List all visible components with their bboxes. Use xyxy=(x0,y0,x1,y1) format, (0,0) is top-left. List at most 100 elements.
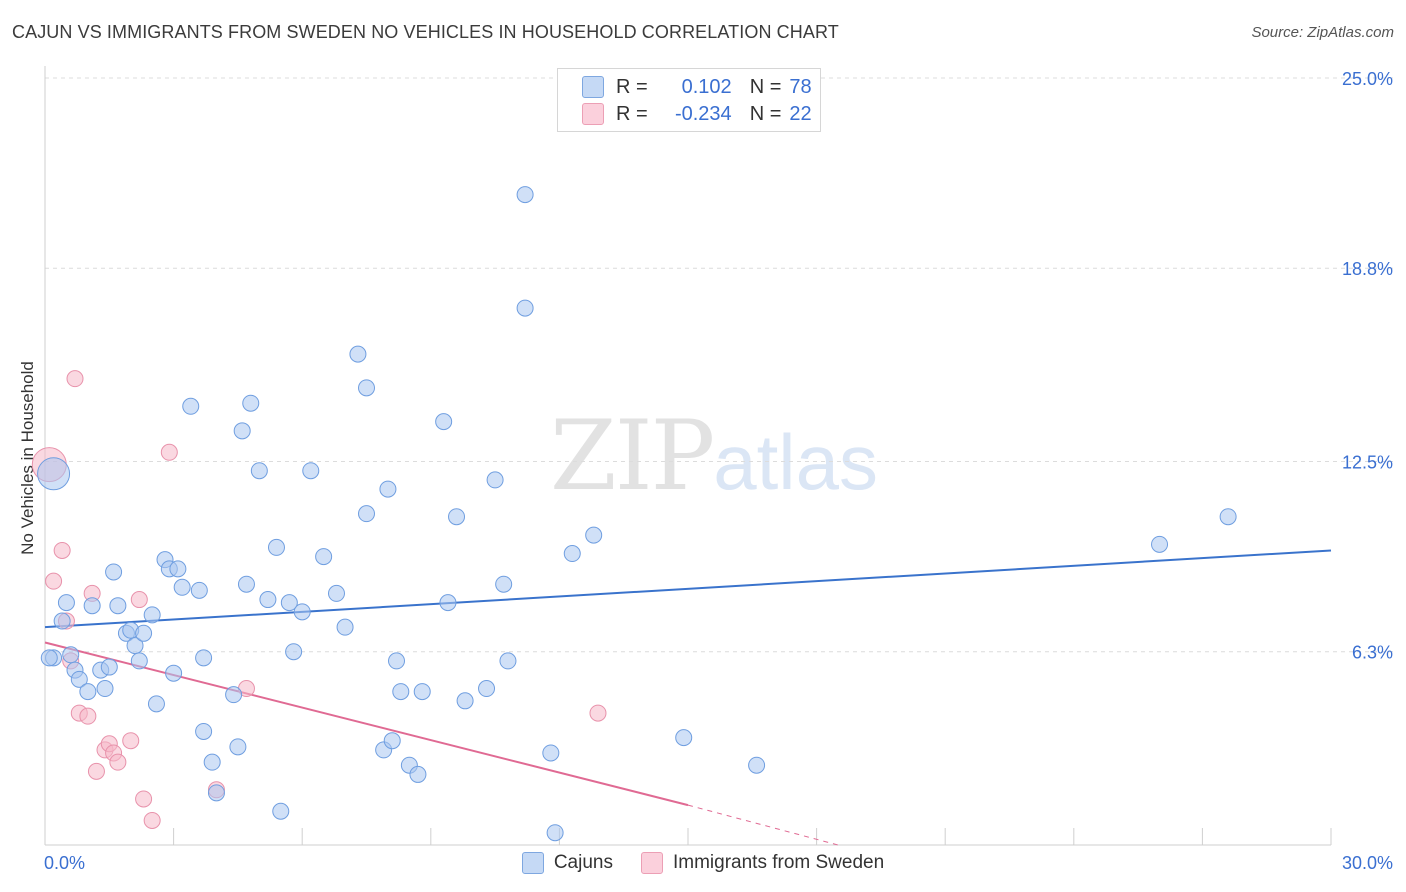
cajun-point xyxy=(456,692,474,710)
cajun-point xyxy=(267,538,285,556)
cajun-point xyxy=(126,637,144,655)
chart-title: CAJUN VS IMMIGRANTS FROM SWEDEN NO VEHIC… xyxy=(12,22,839,42)
cajun-point xyxy=(585,526,603,544)
grid-lines xyxy=(45,77,1395,653)
cajun-point xyxy=(349,345,367,363)
legend-row-cajuns: R = 0.102 N = 78 xyxy=(582,74,812,100)
cajun-point xyxy=(70,670,88,688)
y-tick-label: 6.3% xyxy=(1352,643,1393,663)
legend-swatch-cajuns xyxy=(582,76,604,98)
cajun-point xyxy=(285,643,303,661)
sweden-point xyxy=(135,790,153,808)
cajun-point xyxy=(280,594,298,612)
cajun-point xyxy=(302,462,320,480)
cajun-point xyxy=(195,722,213,740)
cajun-point xyxy=(53,612,71,630)
cajun-point xyxy=(358,505,375,523)
y-tick-label: 12.5% xyxy=(1342,453,1393,473)
legend-n-value: 22 xyxy=(789,102,812,125)
cajun-point xyxy=(542,744,560,762)
sweden-point xyxy=(589,704,607,722)
cajun-point xyxy=(79,683,97,701)
cajun-point xyxy=(37,457,71,491)
cajun-point xyxy=(435,413,453,431)
x-tick-label: 30.0% xyxy=(1342,853,1393,873)
axes xyxy=(44,66,1332,846)
cajun-point xyxy=(315,548,333,566)
cajun-point xyxy=(130,652,148,670)
cajun-point xyxy=(135,624,153,642)
cajun-point xyxy=(105,563,123,581)
series-label-cajuns: Cajuns xyxy=(553,852,613,873)
cajun-point xyxy=(383,732,401,750)
sweden-point xyxy=(109,753,127,771)
cajun-point xyxy=(486,471,504,489)
cajun-point xyxy=(203,753,221,771)
cajun-point xyxy=(675,729,693,747)
cajun-point xyxy=(96,680,114,698)
series-label-sweden: Immigrants from Sweden xyxy=(672,852,885,873)
series-swatch-sweden xyxy=(640,852,663,874)
cajun-point xyxy=(143,606,161,624)
watermark-zip: ZIP xyxy=(550,400,715,512)
cajun-point xyxy=(100,658,118,676)
series-legend-cajuns: Cajuns xyxy=(521,852,613,874)
sweden-point xyxy=(79,707,97,725)
cajun-point xyxy=(195,649,213,667)
cajun-point xyxy=(439,594,457,612)
cajun-point xyxy=(207,784,225,802)
cajun-point xyxy=(392,683,410,701)
series-legend-sweden: Immigrants from Sweden xyxy=(640,852,885,874)
cajun-point xyxy=(225,686,243,704)
cajun-point xyxy=(83,597,101,615)
cajun-point xyxy=(748,756,766,774)
cajun-point xyxy=(57,594,75,612)
sweden-point xyxy=(66,370,84,388)
cajun-point xyxy=(182,397,200,415)
cajun-points xyxy=(37,186,1237,842)
legend-n-label: N = xyxy=(749,102,782,125)
cajun-point xyxy=(173,578,191,596)
legend-r-label: R = xyxy=(616,75,648,98)
cajun-point xyxy=(109,597,127,615)
cajun-point xyxy=(250,462,268,480)
legend-n-value: 78 xyxy=(789,75,812,98)
cajun-point xyxy=(563,545,581,563)
sweden-point xyxy=(130,591,148,609)
sweden-point xyxy=(53,541,71,559)
x-tick-label: 0.0% xyxy=(44,853,85,873)
cajun-point xyxy=(272,802,290,820)
y-tick-label: 18.8% xyxy=(1342,259,1393,279)
cajun-point xyxy=(499,652,517,670)
sweden-point xyxy=(87,762,105,780)
source-label: Source: ZipAtlas.com xyxy=(1251,24,1394,41)
sweden-point xyxy=(45,572,63,590)
series-swatch-cajuns xyxy=(521,852,544,874)
cajun-point xyxy=(229,738,247,756)
legend-r-value: -0.234 xyxy=(674,102,732,125)
cajun-trend-line xyxy=(44,549,1332,629)
stats-legend: R = 0.102 N = 78 R = -0.234 N = 22 xyxy=(557,68,821,132)
cajun-point xyxy=(147,695,165,713)
series-legend: Cajuns Immigrants from Sweden xyxy=(0,852,1406,874)
cajun-point xyxy=(40,649,58,667)
cajun-point xyxy=(1151,535,1169,553)
legend-r-label: R = xyxy=(616,102,648,125)
watermark-atlas: atlas xyxy=(713,418,878,506)
cajun-point xyxy=(327,584,345,602)
watermark: ZIPatlas xyxy=(550,400,878,512)
cajun-point xyxy=(190,581,208,599)
sweden-point xyxy=(122,732,140,750)
legend-row-sweden: R = -0.234 N = 22 xyxy=(582,101,812,127)
legend-n-label: N = xyxy=(749,75,782,98)
cajun-point xyxy=(516,186,534,204)
sweden-trend-extension xyxy=(687,804,839,846)
sweden-trend-line xyxy=(44,641,689,807)
cajun-point xyxy=(388,652,406,670)
cajun-point xyxy=(293,603,311,621)
cajun-point xyxy=(478,680,496,698)
cajun-point xyxy=(448,508,466,526)
cajun-point xyxy=(169,560,187,578)
cajun-point xyxy=(233,422,251,440)
cajun-point xyxy=(1219,508,1237,526)
